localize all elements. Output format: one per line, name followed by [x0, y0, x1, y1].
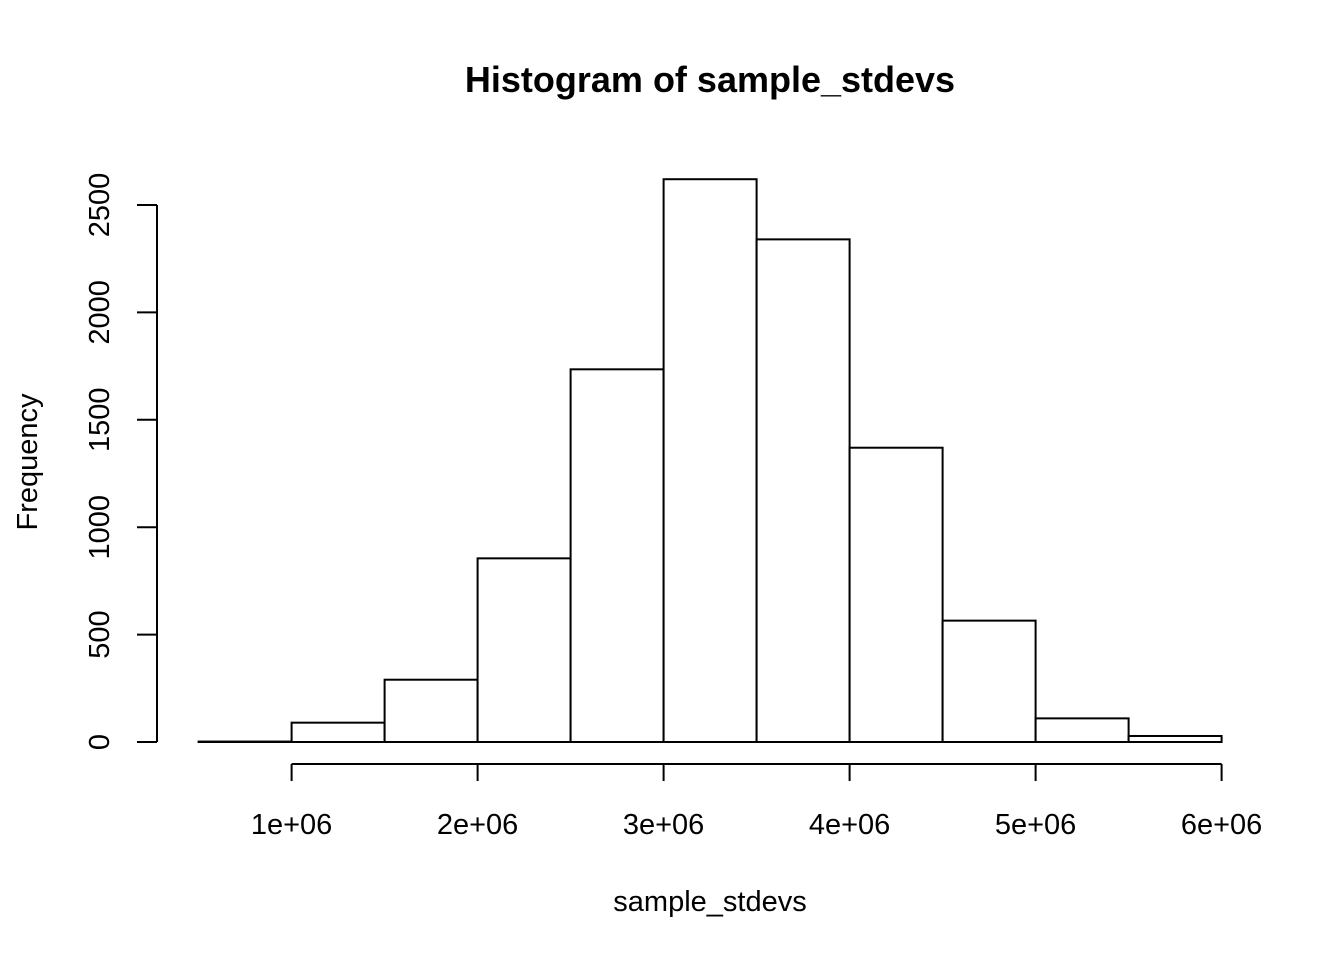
- histogram-bar-1: [290, 721, 386, 743]
- histogram-bar-4: [569, 368, 665, 743]
- histogram-bar-7: [848, 446, 944, 743]
- x-axis: 1e+06 2e+06 3e+06 4e+06 5e+06 6e+06: [251, 763, 1262, 841]
- histogram-bar-10: [1127, 734, 1223, 743]
- histogram-bar-5: [662, 178, 758, 744]
- x-tick-label-2: 3e+06: [623, 809, 704, 841]
- x-tick-label-0: 1e+06: [251, 809, 332, 841]
- chart-title: Histogram of sample_stdevs: [465, 59, 955, 100]
- y-axis-label: Frequency: [12, 393, 44, 531]
- bars-group: [197, 178, 1223, 744]
- x-axis-label: sample_stdevs: [613, 886, 806, 918]
- histogram-bar-3: [476, 557, 572, 743]
- histogram-bar-8: [941, 619, 1037, 744]
- histogram-bar-6: [755, 238, 851, 743]
- x-tick-label-4: 5e+06: [995, 809, 1076, 841]
- histogram-bar-2: [383, 678, 479, 744]
- y-tick-label-1: 500: [84, 610, 116, 658]
- y-tick-label-4: 2000: [84, 280, 116, 345]
- y-tick-label-3: 1500: [84, 388, 116, 453]
- y-tick-label-5: 2500: [84, 173, 116, 238]
- x-tick-label-3: 4e+06: [809, 809, 890, 841]
- y-tick-label-0: 0: [84, 734, 116, 750]
- histogram-bar-9: [1034, 717, 1130, 743]
- x-tick-label-5: 6e+06: [1181, 809, 1262, 841]
- x-tick-label-1: 2e+06: [437, 809, 518, 841]
- y-tick-label-2: 1000: [84, 495, 116, 560]
- y-axis: 0 500 1000 1500 2000 2500: [84, 173, 158, 750]
